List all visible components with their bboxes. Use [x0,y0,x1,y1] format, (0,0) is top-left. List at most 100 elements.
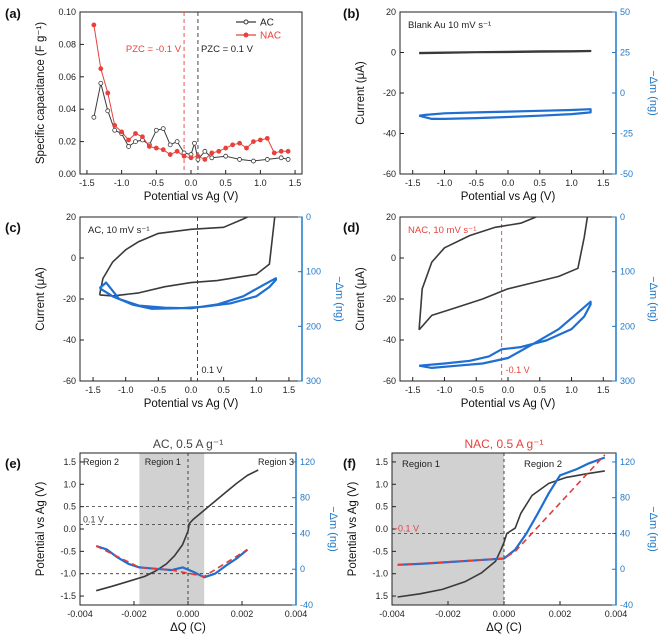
panel-title: NAC, 0.5 A g⁻¹ [464,437,543,451]
data-point [91,22,97,28]
y-axis-label: Current (μA) [355,267,367,331]
panel-annotation: Blank Au 10 mV s⁻¹ [408,20,491,31]
y-tick-label: 20 [66,212,76,222]
region-1-shade [139,453,205,605]
x-tick-label: 0.5 [534,178,547,188]
x-tick-label: 1.5 [289,178,302,188]
x-tick-label: -0.002 [121,609,147,619]
region-label: Region 3 [258,457,294,467]
data-point [278,155,284,161]
panel-label: (a) [5,6,21,21]
data-point [278,148,284,154]
region-label: Region 2 [524,459,562,470]
data-layer [91,12,291,174]
y2-tick-label: 200 [620,321,635,331]
panel-label: (d) [343,220,360,235]
y-tick-label: 0.08 [58,39,76,49]
data-point [181,153,187,159]
x-tick-label: -1.0 [437,178,453,188]
y2-tick-label: 300 [306,376,321,386]
x-tick-label: -0.5 [151,385,167,395]
x-tick-label: 0.002 [549,609,572,619]
y-tick-label: -60 [383,376,396,386]
data-layer [392,453,616,605]
x-tick-label: -1.5 [79,178,95,188]
x-tick-label: 0.004 [285,609,308,619]
y2-tick-label: 40 [620,528,630,538]
data-point [188,155,194,161]
y2-tick-label: 0 [300,564,305,574]
x-tick-label: -1.5 [405,385,421,395]
y-tick-label: 0.04 [58,104,76,114]
x-axis-label: ΔQ (C) [170,622,206,634]
data-point [202,157,208,162]
x-tick-label: 0.000 [493,609,516,619]
y2-tick-label: 100 [306,267,321,277]
y2-tick-label: -50 [620,169,633,179]
data-point [209,150,215,156]
series-line-black [419,49,592,55]
region-label: Region 1 [402,459,440,470]
y2-tick-label: 50 [620,7,630,17]
data-point [167,152,173,157]
x-tick-label: 1.5 [597,385,610,395]
x-axis-label: ΔQ (C) [486,622,522,634]
y-tick-label: 1.0 [375,479,388,489]
x-tick-label: 0.5 [219,178,232,188]
y2-tick-label: 80 [620,493,630,503]
panel-title: AC, 0.5 A g⁻¹ [153,437,223,451]
x-tick-label: -0.5 [149,178,165,188]
data-point [202,148,208,154]
y2-axis-label: −Δm (ng) [647,276,658,322]
x-axis-label: Potential vs Ag (V) [144,398,239,410]
y-tick-label: -60 [63,376,76,386]
y-tick-label: 0.00 [58,169,76,179]
y-tick-label: 0.10 [58,7,76,17]
region-label: Region 2 [83,457,119,467]
data-layer [418,217,592,381]
series-line-blue [418,300,592,369]
y-tick-label: -20 [63,294,76,304]
data-layer [98,217,277,381]
panel-label: (e) [5,456,21,471]
series-line-black [98,217,276,297]
y2-axis-label: −Δm (ng) [647,506,658,552]
y-tick-label: 0 [391,48,396,58]
data-point [230,142,236,148]
y-tick-label: -0.5 [60,546,76,556]
plot-frame [79,216,303,382]
y2-tick-label: -40 [620,600,633,610]
y2-tick-label: 25 [620,48,630,58]
data-point [160,147,166,153]
y2-tick-label: 0 [306,212,311,222]
data-point [112,123,118,128]
y-tick-label: 0.0 [375,524,388,534]
x-tick-label: -0.002 [435,609,461,619]
data-point [91,114,97,120]
series-line-red-fit [95,545,248,578]
data-point [223,153,229,159]
data-point [105,108,111,114]
data-point [160,126,166,132]
y-axis-label: Current (μA) [355,61,367,125]
x-tick-label: -0.004 [379,609,405,619]
data-layer [418,49,592,120]
data-point [223,145,229,151]
y-tick-label: 1.5 [375,591,388,601]
x-tick-label: 0.0 [502,178,515,188]
data-point [98,80,104,86]
y-axis-label: Specific capacitance (F g⁻¹) [35,22,47,164]
x-tick-label: 0.5 [217,385,230,395]
y-tick-label: 0.06 [58,72,76,82]
panel-annotation: AC, 10 mV s⁻¹ [88,225,150,236]
data-point [285,157,291,162]
legend-box [232,14,298,44]
panel-label: (f) [343,456,356,471]
data-point [271,150,277,156]
data-point [251,139,256,145]
data-point [251,158,256,164]
legend-entry: NAC [260,31,281,42]
data-layer [80,453,296,605]
region-1-shade [392,453,504,605]
